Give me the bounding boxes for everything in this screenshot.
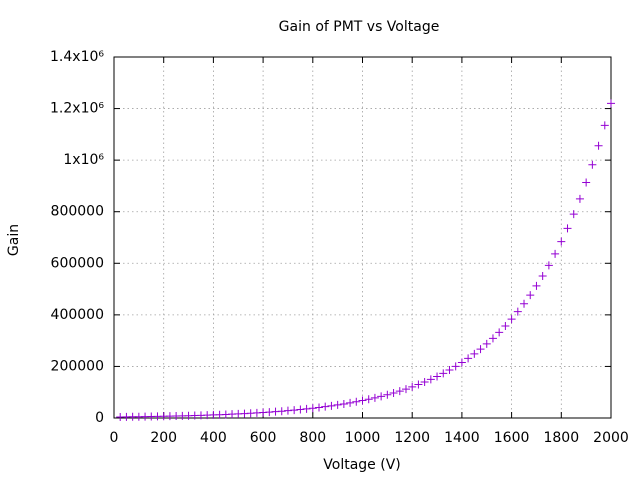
data-point xyxy=(321,402,330,411)
x-tick-label: 1400 xyxy=(444,430,480,446)
y-axis-label: Gain xyxy=(6,224,22,256)
data-point xyxy=(476,345,485,354)
x-tick-label: 800 xyxy=(299,430,326,446)
data-point xyxy=(339,399,348,408)
data-point xyxy=(290,406,299,415)
data-point xyxy=(532,281,541,290)
data-point xyxy=(445,365,454,374)
data-point xyxy=(551,249,560,258)
data-point xyxy=(575,194,584,203)
data-point xyxy=(538,271,547,280)
data-point xyxy=(352,397,361,406)
data-point xyxy=(296,405,305,414)
data-point xyxy=(408,382,417,391)
data-point xyxy=(395,387,404,396)
data-point xyxy=(414,380,423,389)
data-point xyxy=(358,396,367,405)
data-point xyxy=(569,210,578,219)
data-point xyxy=(582,178,591,187)
x-tick-label: 1600 xyxy=(494,430,530,446)
data-point xyxy=(277,407,286,416)
plot-frame xyxy=(113,56,612,419)
data-point xyxy=(457,358,466,367)
y-tick-label: 800000 xyxy=(51,204,104,220)
data-point xyxy=(377,392,386,401)
chart-title: Gain of PMT vs Voltage xyxy=(279,19,440,35)
x-axis-label: Voltage (V) xyxy=(323,457,400,473)
data-point xyxy=(482,339,491,348)
data-point xyxy=(557,237,566,246)
data-point xyxy=(588,160,597,169)
y-tick-label: 200000 xyxy=(51,358,104,374)
x-tick-label: 400 xyxy=(200,430,227,446)
data-point xyxy=(488,334,497,343)
data-point xyxy=(495,328,504,337)
data-point xyxy=(383,390,392,399)
data-point xyxy=(501,321,510,330)
data-point xyxy=(563,224,572,233)
x-tick-label: 200 xyxy=(150,430,177,446)
data-point xyxy=(520,299,529,308)
data-point xyxy=(544,261,553,270)
data-point xyxy=(594,141,603,150)
y-tick-label: 1.4x10⁶ xyxy=(50,49,104,65)
x-tick-label: 0 xyxy=(110,430,119,446)
y-tick-label: 0 xyxy=(95,410,104,426)
data-point xyxy=(315,403,324,412)
data-point xyxy=(426,375,435,384)
x-tick-label: 1000 xyxy=(345,430,381,446)
data-point xyxy=(327,401,336,410)
data-point xyxy=(420,378,429,387)
data-point xyxy=(302,404,311,413)
y-tick-label: 400000 xyxy=(51,307,104,323)
data-point xyxy=(451,362,460,371)
data-point xyxy=(433,372,442,381)
x-tick-label: 2000 xyxy=(593,430,629,446)
data-point xyxy=(464,354,473,363)
data-point xyxy=(389,388,398,397)
data-point xyxy=(607,99,615,108)
y-tick-label: 600000 xyxy=(51,255,104,271)
data-point xyxy=(283,406,292,415)
data-point xyxy=(346,398,355,407)
data-point xyxy=(507,315,516,324)
data-point xyxy=(439,369,448,378)
data-point xyxy=(333,400,342,409)
x-tick-label: 1200 xyxy=(394,430,430,446)
y-tick-label: 1.2x10⁶ xyxy=(50,101,104,117)
data-point xyxy=(470,349,479,358)
data-point xyxy=(370,393,379,402)
data-point xyxy=(526,291,535,300)
x-tick-label: 600 xyxy=(250,430,277,446)
data-point xyxy=(401,385,410,394)
data-point xyxy=(513,307,522,316)
y-tick-label: 1x10⁶ xyxy=(63,152,104,168)
data-point xyxy=(308,404,317,413)
data-point xyxy=(600,121,609,130)
data-point xyxy=(364,395,373,404)
x-tick-label: 1800 xyxy=(543,430,579,446)
